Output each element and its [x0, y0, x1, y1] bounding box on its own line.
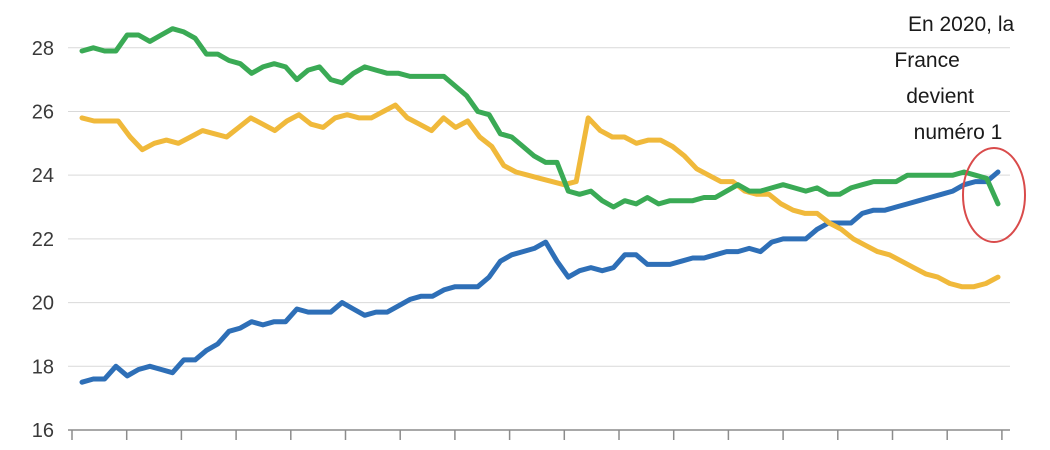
- annotation-line-1: En 2020, la: [908, 13, 1015, 36]
- annotation-line-2: France: [894, 49, 959, 72]
- y-tick-label: 22: [32, 229, 54, 251]
- series-lines: [79, 26, 1001, 385]
- y-tick-label: 28: [32, 38, 54, 60]
- series-line-2: [79, 102, 1001, 290]
- y-tick-label: 20: [32, 293, 54, 315]
- y-tick-label: 16: [32, 420, 54, 442]
- x-axis: [68, 429, 1010, 440]
- y-tick-label: 26: [32, 101, 54, 123]
- series-line-1: [79, 169, 1001, 385]
- y-axis-labels: 16 18 20 22 24 26 28: [32, 38, 54, 442]
- annotation-line-3: devient: [906, 85, 974, 108]
- gridlines: [68, 47, 1010, 367]
- highlight-circle: [962, 147, 1026, 243]
- series-line-3: [79, 26, 1001, 210]
- y-tick-label: 18: [32, 356, 54, 378]
- annotation-line-4: numéro 1: [914, 121, 1003, 144]
- y-tick-label: 24: [32, 165, 54, 187]
- annotation-text: En 2020, la France devient numéro 1: [894, 13, 1020, 144]
